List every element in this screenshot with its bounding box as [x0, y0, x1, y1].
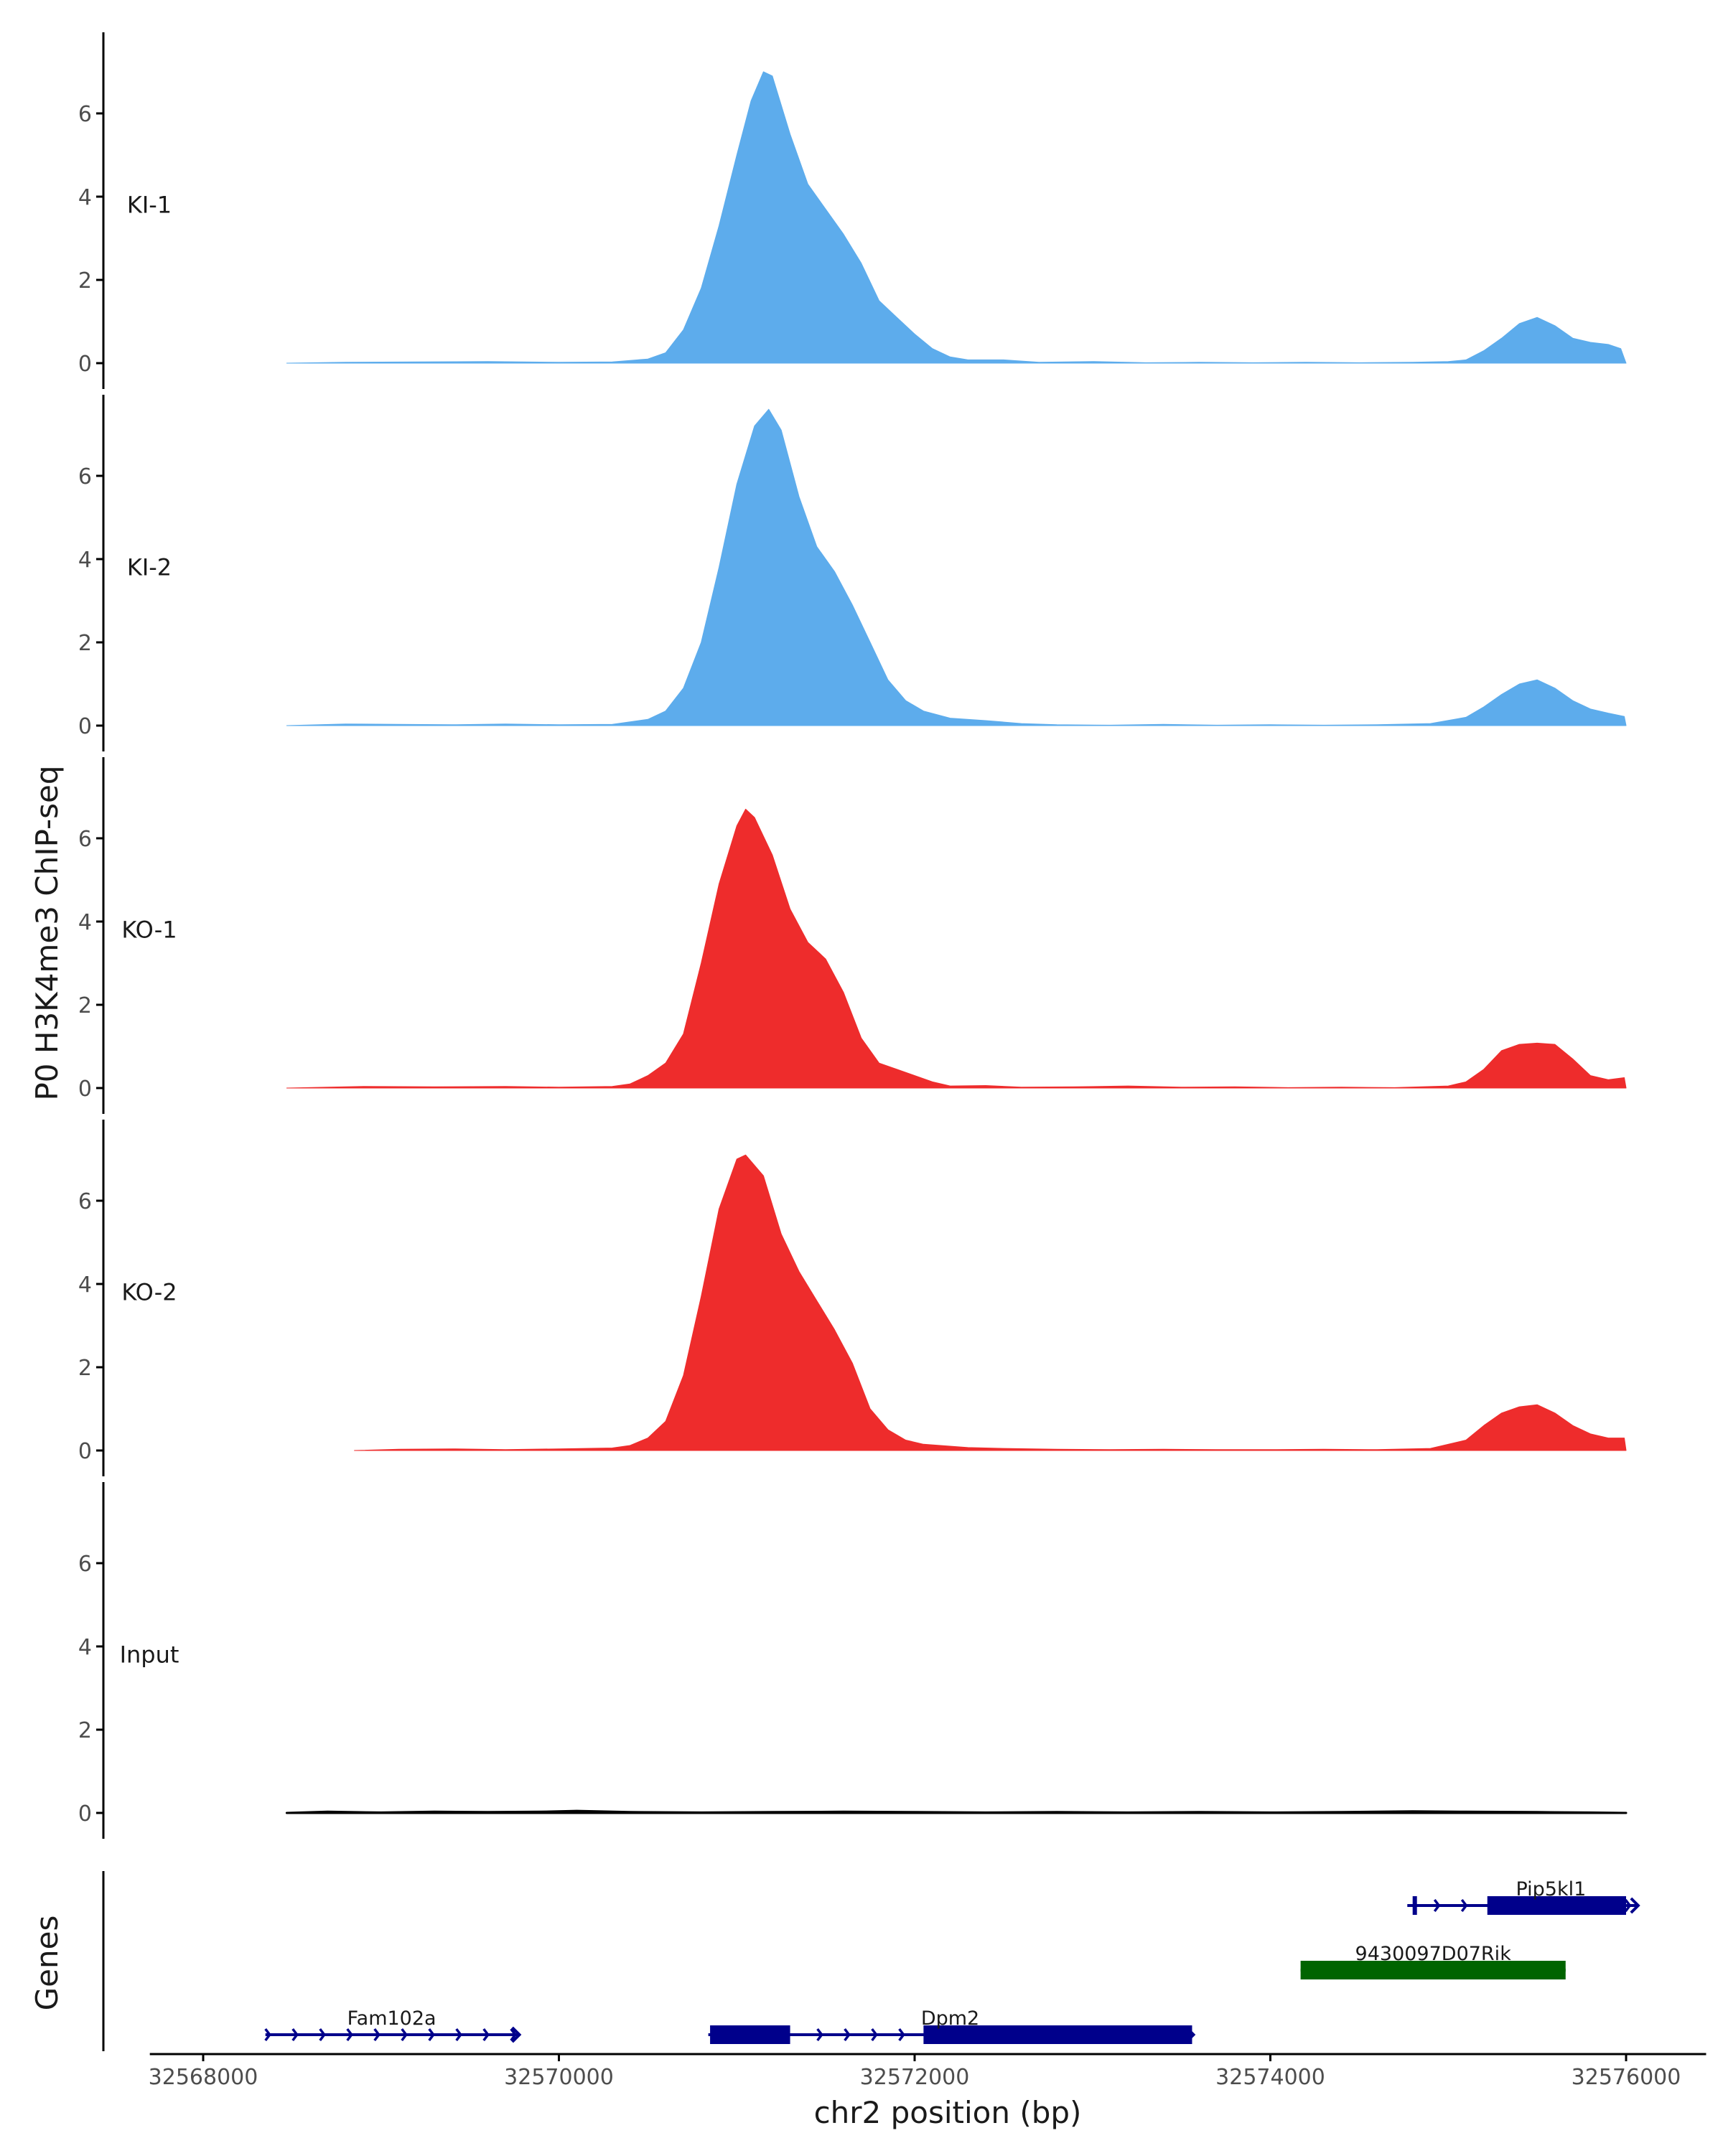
track-label: KI-2: [127, 554, 172, 581]
gene-label: Dpm2: [921, 2007, 979, 2030]
y-tick-label: 4: [78, 910, 92, 935]
y-tick-label: 6: [78, 464, 92, 489]
y-tick-label: 0: [78, 352, 92, 377]
strand-chevron: [510, 2028, 517, 2042]
strand-chevron: [319, 2028, 326, 2042]
y-tick-label: 2: [78, 631, 92, 656]
gene-pip5kl1: Pip5kl1: [1407, 1878, 1640, 1915]
strand-chevron: [1433, 1898, 1441, 1913]
gene-exon: [1412, 1896, 1417, 1915]
strand-chevron: [482, 2028, 490, 2042]
strand-chevron: [844, 2028, 851, 2042]
strand-chevron: [291, 2028, 299, 2042]
track-label: KO-1: [121, 917, 177, 944]
gene-fam102a: Fam102a: [264, 2007, 522, 2043]
gene-exon: [1487, 1896, 1626, 1915]
gene-label: 9430097D07Rik: [1355, 1943, 1512, 1965]
y-tick-label: 0: [78, 1801, 92, 1827]
genes-track: Fam102a Dpm2 9430097D07Rik Pip5kl1: [102, 1871, 1640, 2051]
signal-tracks: 0 2 4 6 KI-1 0 2 4 6 KI-2 0 2 4 6 KO-1 0 2 4 6 KO-2 0 2 4 6 Inpu…: [78, 32, 1628, 1839]
y-tick-label: 6: [78, 827, 92, 852]
track-ki-2: 0 2 4 6 KI-2: [78, 395, 1627, 751]
x-axis: 32568000 32570000 32572000 32574000 32576000: [149, 2053, 1706, 2090]
track-label: KI-1: [127, 192, 172, 219]
x-tick-label: 32570000: [504, 2065, 614, 2090]
gene-exon: [923, 2025, 1192, 2044]
y-tick-label: 0: [78, 714, 92, 739]
y-tick-label: 2: [78, 993, 92, 1018]
gene-dpm2: Dpm2: [708, 2007, 1196, 2044]
strand-chevron: [1185, 2026, 1196, 2043]
gene-exon: [1300, 1961, 1566, 1979]
x-tick-label: 32572000: [860, 2065, 970, 2090]
y-tick-label: 2: [78, 268, 92, 294]
strand-chevron: [428, 2028, 435, 2042]
y-tick-label: 4: [78, 185, 92, 210]
strand-chevron: [346, 2028, 353, 2042]
track-ki-1: 0 2 4 6 KI-1: [78, 32, 1627, 389]
x-tick-label: 32576000: [1572, 2065, 1681, 2090]
track-ko-2: 0 2 4 6 KO-2: [78, 1120, 1627, 1476]
y-tick-label: 6: [78, 102, 92, 127]
strand-chevron: [401, 2028, 408, 2042]
strand-chevron: [511, 2026, 522, 2043]
signal-area-ki-1: [286, 71, 1627, 364]
strand-chevron: [1630, 1897, 1640, 1914]
strand-chevron: [373, 2028, 380, 2042]
gene-9430097d07rik: 9430097D07Rik: [1300, 1943, 1566, 1979]
signal-area-ko-2: [354, 1154, 1627, 1451]
genes-track-label: Genes: [29, 1916, 65, 2011]
x-tick-label: 32568000: [149, 2065, 258, 2090]
x-tick-label: 32574000: [1215, 2065, 1325, 2090]
y-tick-label: 6: [78, 1552, 92, 1577]
track-input: 0 2 4 6 Input: [78, 1482, 1628, 1839]
strand-chevron: [264, 2028, 271, 2042]
track-label: KO-2: [121, 1279, 177, 1306]
gene-label: Fam102a: [347, 2007, 436, 2030]
strand-chevron: [871, 2028, 878, 2042]
strand-chevron: [455, 2028, 462, 2042]
gene-exon: [710, 2025, 790, 2044]
strand-chevron: [1460, 1898, 1468, 1913]
y-tick-label: 4: [78, 548, 92, 573]
x-axis-title: chr2 position (bp): [814, 2095, 1082, 2130]
y-tick-label: 2: [78, 1718, 92, 1743]
track-label: Input: [120, 1641, 179, 1669]
y-axis-title: P0 H3K4me3 ChIP-seq: [29, 765, 65, 1100]
y-tick-label: 0: [78, 1439, 92, 1464]
y-tick-label: 4: [78, 1635, 92, 1660]
signal-area-ki-2: [286, 408, 1627, 726]
gene-label: Pip5kl1: [1516, 1878, 1586, 1900]
strand-chevron: [898, 2028, 905, 2042]
track-ko-1: 0 2 4 6 KO-1: [78, 757, 1627, 1114]
y-tick-label: 4: [78, 1272, 92, 1298]
strand-chevron: [1624, 1898, 1632, 1913]
signal-area-ko-1: [286, 808, 1627, 1089]
y-tick-label: 6: [78, 1189, 92, 1214]
signal-area-input: [285, 1809, 1628, 1814]
y-tick-label: 0: [78, 1077, 92, 1102]
strand-chevron: [816, 2028, 823, 2042]
y-tick-label: 2: [78, 1356, 92, 1381]
